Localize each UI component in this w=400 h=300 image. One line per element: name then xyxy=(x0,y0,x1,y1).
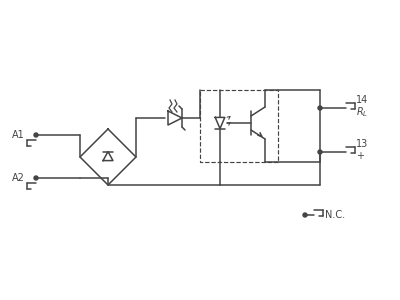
Text: N.C.: N.C. xyxy=(325,210,345,220)
Text: A1: A1 xyxy=(12,130,25,140)
Text: 13: 13 xyxy=(356,139,368,149)
Bar xyxy=(200,90,278,162)
Circle shape xyxy=(318,150,322,154)
Text: A2: A2 xyxy=(12,173,25,183)
Circle shape xyxy=(303,213,307,217)
Text: $R_L$: $R_L$ xyxy=(356,105,368,119)
Circle shape xyxy=(318,106,322,110)
Text: +: + xyxy=(356,151,364,161)
Circle shape xyxy=(34,133,38,137)
Text: 14: 14 xyxy=(356,95,368,105)
Circle shape xyxy=(34,176,38,180)
